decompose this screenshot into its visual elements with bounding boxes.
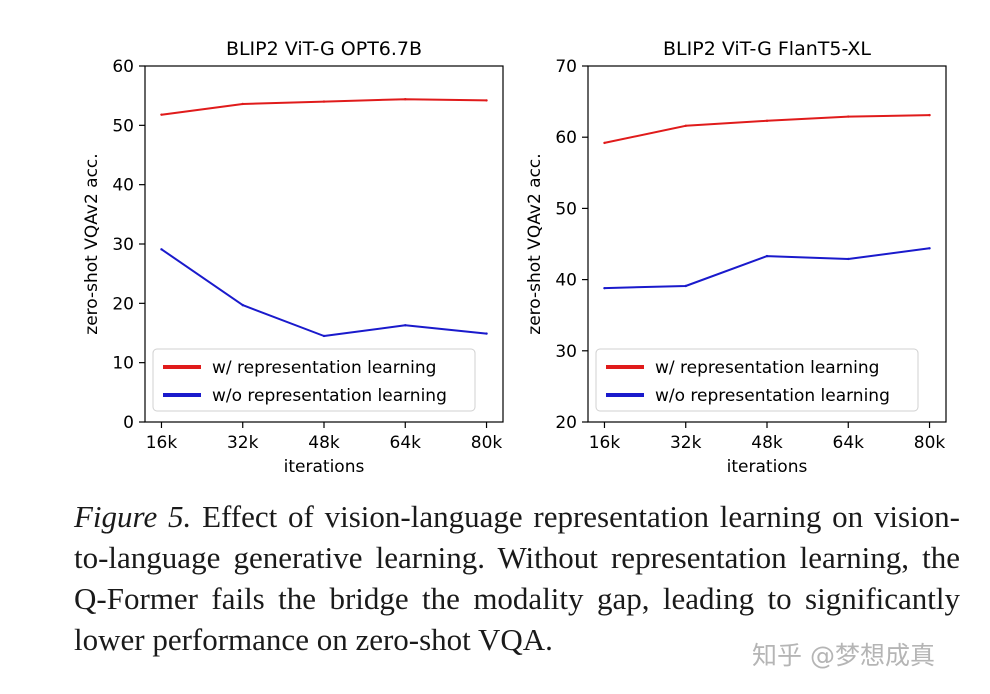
figure-caption: Figure 5. Effect of vision-language repr… <box>74 496 960 660</box>
data-point <box>847 115 850 118</box>
legend-label: w/ representation learning <box>212 358 436 378</box>
y-tick-label: 40 <box>555 271 577 291</box>
data-point <box>241 102 244 106</box>
legend-label: w/o representation learning <box>212 386 447 406</box>
legend-label: w/o representation learning <box>655 386 890 406</box>
data-point <box>404 98 407 101</box>
legend: w/ representation learning w/o representa… <box>152 348 476 412</box>
y-tick-label: 30 <box>555 342 577 362</box>
x-tick-label: 64k <box>390 433 422 453</box>
figure-charts: BLIP2 ViT-G OPT6.7B 0 10 20 30 40 50 60 16k 32k 48… <box>82 38 947 477</box>
x-tick-label: 48k <box>751 433 783 453</box>
data-point <box>485 99 488 102</box>
y-axis-label: zero-shot VQAv2 acc. <box>525 153 545 334</box>
watermark: 知乎 @梦想成真 <box>752 641 935 670</box>
data-point <box>684 284 687 288</box>
chart-title: BLIP2 ViT-G OPT6.7B <box>226 38 422 60</box>
data-point <box>322 100 326 103</box>
chart-title: BLIP2 ViT-G FlanT5-XL <box>663 38 871 60</box>
data-point <box>241 303 244 307</box>
y-tick-label: 10 <box>112 354 134 374</box>
data-point <box>928 113 931 117</box>
data-point <box>765 119 769 123</box>
legend-box <box>152 348 476 412</box>
legend-label: w/ representation learning <box>655 358 879 378</box>
data-point <box>404 324 407 327</box>
data-point <box>160 248 163 251</box>
x-tick-label: 48k <box>308 433 340 453</box>
data-point <box>485 332 488 335</box>
y-tick-label: 20 <box>112 294 134 314</box>
y-tick-label: 70 <box>555 57 577 77</box>
data-point <box>928 247 931 250</box>
x-tick-label: 32k <box>670 433 702 453</box>
caption-label: Figure 5. <box>74 499 192 534</box>
series-line-2 <box>604 247 930 290</box>
x-tick-label: 32k <box>227 433 259 453</box>
x-tick-label: 16k <box>146 433 178 453</box>
chart-panel-2: BLIP2 ViT-G FlanT5-XL 20 30 40 50 60 70 16k 32k 4… <box>525 38 947 477</box>
y-tick-label: 30 <box>112 235 134 255</box>
data-point <box>322 334 326 338</box>
x-axis-label: iterations <box>284 457 365 477</box>
data-point <box>603 286 606 290</box>
y-tick-label: 0 <box>123 413 134 433</box>
y-tick-label: 50 <box>555 199 577 219</box>
y-tick-label: 20 <box>555 413 577 433</box>
y-tick-label: 60 <box>555 128 577 148</box>
data-point <box>603 141 606 145</box>
y-tick-label: 60 <box>112 57 134 77</box>
x-tick-label: 80k <box>471 433 503 453</box>
y-axis-label: zero-shot VQAv2 acc. <box>82 153 102 334</box>
data-point <box>847 257 850 261</box>
caption-text: Effect of vision-language representation… <box>74 499 961 657</box>
series-line-2 <box>160 248 487 337</box>
data-point <box>684 124 687 128</box>
x-tick-label: 16k <box>589 433 621 453</box>
legend-box <box>595 348 919 412</box>
y-tick-label: 50 <box>112 116 134 136</box>
series-line-1 <box>604 114 930 144</box>
y-tick-label: 40 <box>112 176 134 196</box>
data-point <box>765 254 769 258</box>
x-axis-label: iterations <box>727 457 808 477</box>
x-tick-label: 64k <box>833 433 865 453</box>
data-point <box>160 113 163 116</box>
legend: w/ representation learning w/o representa… <box>595 348 919 412</box>
chart-panel-1: BLIP2 ViT-G OPT6.7B 0 10 20 30 40 50 60 16k 32k 48… <box>82 38 504 477</box>
x-tick-label: 80k <box>914 433 946 453</box>
